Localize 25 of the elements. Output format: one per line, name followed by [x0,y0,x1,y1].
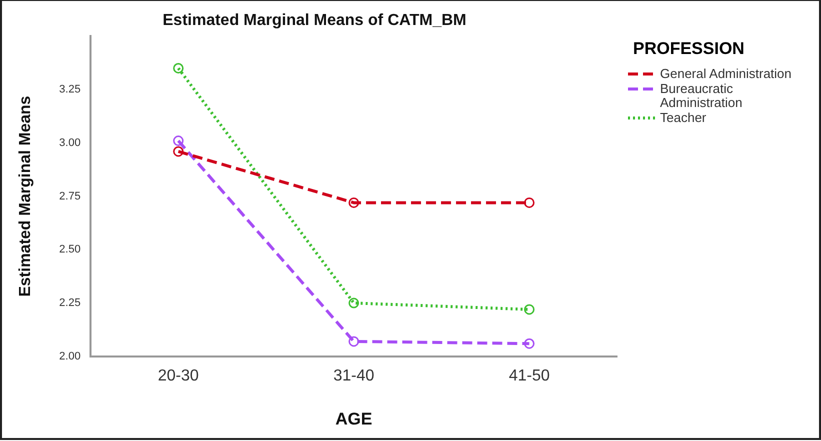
y-tick-label: 2.00 [59,350,81,362]
point [524,338,535,349]
y-tick-label: 3.00 [59,136,81,149]
legend-label: General Administration [660,66,793,81]
x-tick-label: 41-50 [508,367,550,384]
y-tick-label: 2.50 [59,244,81,256]
point [524,304,535,315]
y-axis-title: Estimated Marginal Means [17,96,34,297]
y-tick-label: 2.75 [59,190,81,202]
point [348,336,360,347]
point [348,298,360,308]
chart-title: Estimated Marginal Means of CATM_BM [162,12,466,30]
legend-title: PROFESSION [633,39,746,59]
legend-label: Teacher [660,110,708,125]
y-tick-label: 3.25 [59,84,81,96]
x-tick-label: 31-40 [333,367,374,384]
y-tick-label: 2.25 [59,297,81,310]
point [348,197,360,208]
point [173,146,184,157]
x-tick-label: 20-30 [158,367,199,384]
point [173,62,184,74]
point [524,197,535,208]
x-axis-title: AGE [335,409,372,428]
legend-label: Bureaucratic Administration [660,81,744,110]
point [173,136,184,146]
